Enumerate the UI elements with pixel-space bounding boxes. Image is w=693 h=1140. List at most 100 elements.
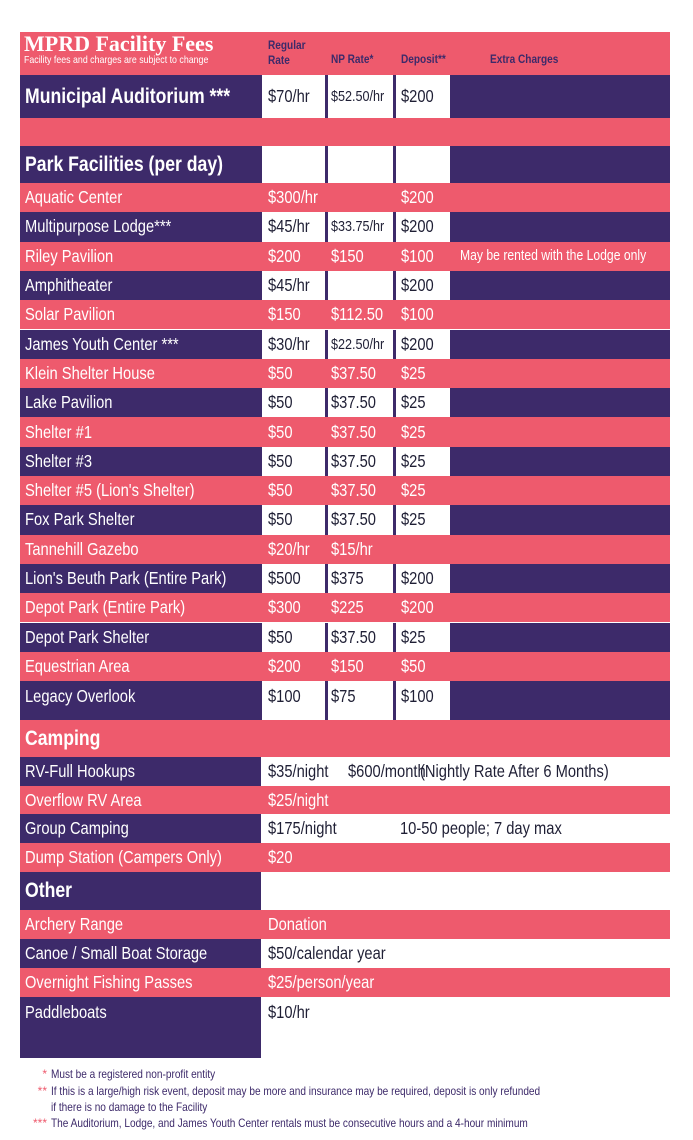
fee-regular: $50 — [268, 392, 293, 413]
fee-np: $112.50 — [331, 304, 384, 325]
fee-text: $25/person/year — [268, 972, 375, 992]
fee-regular: $300 — [268, 597, 301, 618]
cell-bg — [20, 417, 670, 447]
fee-regular: $50 — [268, 509, 293, 530]
fee-np: $37.50 — [331, 480, 376, 501]
facility-name: James Youth Center *** — [25, 333, 179, 354]
fee-np: $37.50 — [331, 421, 376, 442]
cell-bg — [262, 388, 325, 418]
fee-text: Donation — [268, 914, 327, 934]
fee-deposit: $100 — [401, 245, 434, 266]
cell-bg — [20, 593, 670, 623]
facility-name: Overnight Fishing Passes — [25, 972, 193, 992]
fee-text: $35/night — [268, 761, 329, 781]
fee-np: $37.50 — [331, 362, 376, 383]
facility-name: Shelter #1 — [25, 421, 93, 442]
fee-deposit: $200 — [401, 275, 434, 296]
cell-bg — [396, 505, 450, 535]
facility-name: Aquatic Center — [25, 187, 123, 208]
fee-text: $10/hr — [268, 1001, 310, 1022]
cell-bg — [262, 146, 325, 183]
fee-np: $37.50 — [331, 626, 376, 647]
cell-bg — [20, 651, 670, 682]
cell-bg — [328, 563, 393, 594]
cell-bg — [396, 446, 450, 476]
fee-deposit: $100 — [401, 304, 434, 325]
cell-bg — [328, 681, 393, 721]
footnote-mark: *** — [32, 1116, 47, 1130]
cell-bg — [396, 563, 450, 594]
cell-bg — [328, 75, 393, 118]
facility-name: Dump Station (Campers Only) — [25, 847, 222, 867]
facility-name: Depot Park Shelter — [25, 626, 150, 647]
cell-bg — [328, 329, 393, 359]
fee-text: $50/calendar year — [268, 943, 386, 963]
fee-deposit: $200 — [401, 216, 434, 237]
cell-bg — [20, 476, 670, 506]
section-heading: Other — [25, 879, 73, 902]
facility-name: Solar Pavilion — [25, 304, 115, 325]
fee-regular: $200 — [268, 245, 301, 266]
cell-bg — [396, 329, 450, 359]
column-header: NP Rate* — [331, 52, 374, 66]
fee-regular: $45/hr — [268, 216, 310, 237]
fee-np: $225 — [331, 597, 364, 618]
facility-name: Shelter #3 — [25, 450, 93, 471]
column-header: Extra Charges — [490, 52, 559, 66]
facility-name: Municipal Auditorium *** — [25, 84, 231, 108]
footnote-text: The Auditorium, Lodge, and James Youth C… — [51, 1116, 528, 1130]
cell-bg — [262, 270, 325, 301]
title: MPRD Facility Fees — [24, 31, 214, 56]
cell-bg — [261, 872, 670, 910]
fee-text: $20 — [268, 847, 293, 867]
cell-bg — [262, 622, 325, 652]
fee-regular: $70/hr — [268, 86, 310, 106]
facility-name: Paddleboats — [25, 1001, 107, 1022]
cell-bg — [20, 968, 670, 997]
fee-deposit: $25 — [401, 480, 426, 501]
fee-regular: $30/hr — [268, 333, 310, 354]
cell-bg — [396, 146, 450, 183]
fee-deposit: $25 — [401, 362, 426, 383]
footnote-text: Must be a registered non-profit entity — [51, 1067, 216, 1081]
cell-bg — [396, 622, 450, 652]
footnote-text: If this is a large/high risk event, depo… — [51, 1084, 541, 1114]
cell-bg — [20, 358, 670, 389]
cell-bg — [20, 786, 670, 814]
cell-bg — [20, 843, 670, 872]
fee-regular: $50 — [268, 480, 293, 501]
cell-bg — [262, 681, 325, 721]
facility-name: Lion's Beuth Park (Entire Park) — [25, 568, 227, 589]
fee-deposit: $25 — [401, 626, 426, 647]
fee-text: $175/night — [268, 818, 337, 838]
fee-np: $75 — [331, 685, 356, 706]
cell-bg — [262, 329, 325, 359]
fee-text: 10-50 people; 7 day max — [400, 818, 562, 838]
fee-np: $15/hr — [331, 538, 373, 559]
facility-name: Archery Range — [25, 914, 124, 934]
facility-name: Canoe / Small Boat Storage — [25, 943, 208, 963]
cell-bg — [20, 534, 670, 564]
fee-extra: May be rented with the Lodge only — [460, 248, 647, 265]
fee-np: $37.50 — [331, 509, 376, 530]
cell-bg — [396, 270, 450, 301]
fee-deposit: $200 — [401, 187, 434, 208]
cell-bg — [20, 720, 670, 757]
cell-bg — [20, 300, 670, 330]
cell-bg — [262, 505, 325, 535]
facility-name: Lake Pavilion — [25, 392, 113, 413]
cell-bg — [396, 75, 450, 118]
fee-deposit: $25 — [401, 450, 426, 471]
fee-np: $37.50 — [331, 450, 376, 471]
fee-np: $22.50/hr — [331, 335, 385, 353]
fee-deposit: $200 — [401, 86, 434, 106]
cell-bg — [396, 212, 450, 242]
fee-regular: $150 — [268, 304, 301, 325]
fee-deposit: $200 — [401, 333, 434, 354]
cell-bg — [20, 183, 670, 213]
fee-regular: $50 — [268, 450, 293, 471]
footnote-mark: * — [42, 1067, 47, 1081]
fee-deposit: $25 — [401, 509, 426, 530]
fee-regular: $45/hr — [268, 275, 310, 296]
facility-name: Klein Shelter House — [25, 362, 155, 383]
